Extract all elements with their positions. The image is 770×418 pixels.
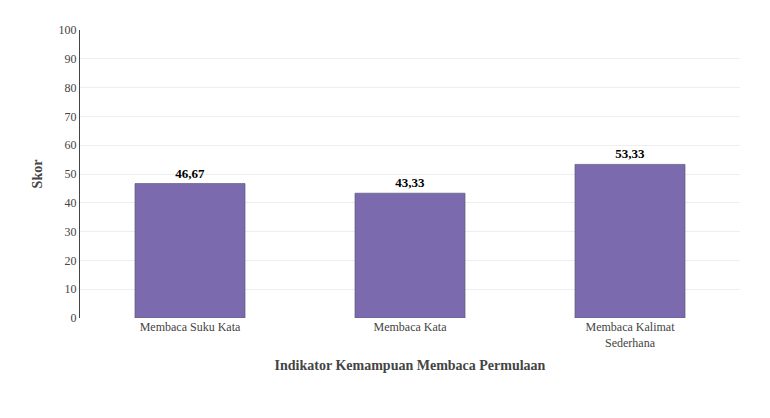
svg-text:46,67: 46,67 xyxy=(175,166,205,181)
svg-text:Membaca KalimatSederhana: Membaca KalimatSederhana xyxy=(586,320,676,350)
svg-text:90: 90 xyxy=(65,52,77,66)
svg-text:0: 0 xyxy=(71,311,77,325)
svg-text:Membaca Kata: Membaca Kata xyxy=(374,320,448,334)
svg-text:Skor: Skor xyxy=(30,160,45,189)
svg-text:10: 10 xyxy=(65,282,77,296)
svg-text:20: 20 xyxy=(65,254,77,268)
svg-text:40: 40 xyxy=(65,196,77,210)
svg-text:80: 80 xyxy=(65,81,77,95)
svg-text:Indikator Kemampuan Membaca Pe: Indikator Kemampuan Membaca Permulaan xyxy=(275,358,546,373)
svg-text:53,33: 53,33 xyxy=(615,146,645,161)
svg-text:43,33: 43,33 xyxy=(395,175,425,190)
svg-text:70: 70 xyxy=(65,110,77,124)
svg-text:Membaca Suku Kata: Membaca Suku Kata xyxy=(140,320,241,334)
svg-text:50: 50 xyxy=(65,167,77,181)
svg-text:60: 60 xyxy=(65,138,77,152)
svg-text:100: 100 xyxy=(59,23,77,37)
svg-text:30: 30 xyxy=(65,225,77,239)
